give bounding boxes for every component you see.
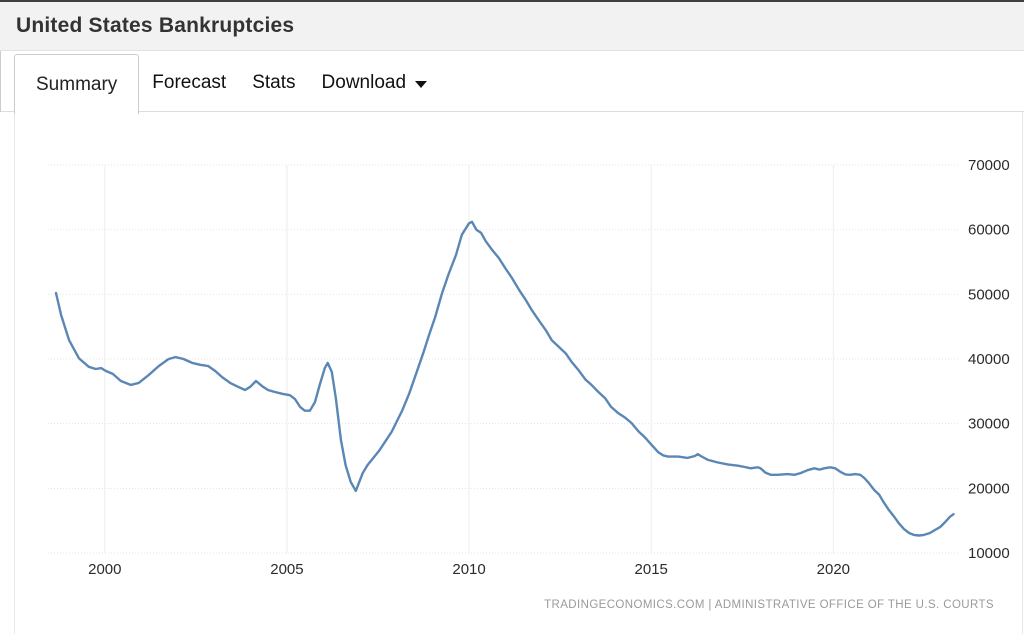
y-axis-tick-label: 60000 bbox=[968, 222, 1010, 239]
tab-forecast[interactable]: Forecast bbox=[139, 54, 239, 112]
tab-stats[interactable]: Stats bbox=[239, 54, 308, 112]
y-axis-tick-label: 50000 bbox=[968, 286, 1010, 303]
page-header: United States Bankruptcies bbox=[0, 0, 1024, 51]
bankruptcies-line bbox=[54, 220, 955, 537]
y-axis-tick-label: 40000 bbox=[968, 351, 1010, 368]
tab-download[interactable]: Download bbox=[309, 54, 441, 112]
tab-download-label: Download bbox=[321, 72, 407, 93]
y-axis-tick-label: 10000 bbox=[968, 545, 1010, 562]
x-axis-tick-label: 2020 bbox=[817, 561, 850, 578]
x-axis-tick-label: 2010 bbox=[452, 561, 485, 578]
page-title: United States Bankruptcies bbox=[16, 14, 295, 37]
caret-down-icon bbox=[415, 81, 428, 88]
chart-panel: 10000 20000 30000 40000 50000 60000 70000 2000 2… bbox=[14, 112, 1023, 634]
bankruptcies-chart[interactable]: 10000 20000 30000 40000 50000 60000 70000 2000 2… bbox=[15, 112, 1024, 634]
x-axis-tick-label: 2015 bbox=[635, 561, 668, 578]
tab-summary-label: Summary bbox=[36, 73, 118, 95]
tab-summary[interactable]: Summary bbox=[14, 54, 140, 114]
x-axis-tick-label: 2005 bbox=[270, 561, 303, 578]
chart-attribution: TRADINGECONOMICS.COM | ADMINISTRATIVE OF… bbox=[544, 599, 994, 611]
tab-bar: Summary Forecast Stats Download bbox=[0, 51, 1024, 114]
tab-forecast-label: Forecast bbox=[152, 72, 227, 93]
tab-stats-label: Stats bbox=[252, 72, 296, 93]
y-axis-tick-label: 20000 bbox=[968, 480, 1010, 497]
x-axis-tick-label: 2000 bbox=[88, 561, 121, 578]
y-axis-tick-label: 30000 bbox=[968, 416, 1010, 433]
y-axis-tick-label: 70000 bbox=[968, 157, 1010, 174]
